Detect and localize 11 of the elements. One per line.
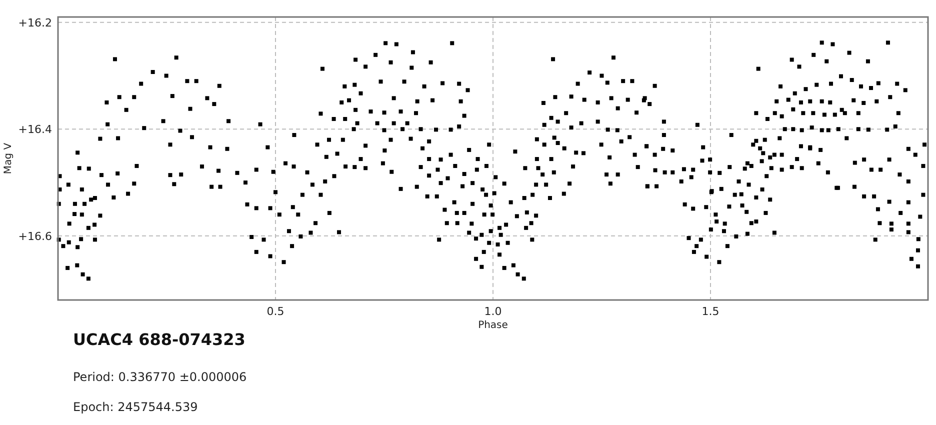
text: Period: 0.336770 ±0.000006 [73,370,247,384]
y-tick-label: +16.4 [18,123,52,136]
text: UCAC4 688-074323 [73,330,246,349]
y-tick-label: +16.2 [18,16,52,30]
text: Epoch: 2457544.539 [73,400,198,414]
y-tick-label: +16.6 [18,230,52,243]
x-tick-label: 0.5 [266,305,284,318]
y-axis-title: Mag V [3,142,14,174]
x-tick-label: 1.5 [702,305,720,318]
x-axis-title: Phase [478,320,508,331]
x-tick-label: 1.0 [484,305,502,318]
